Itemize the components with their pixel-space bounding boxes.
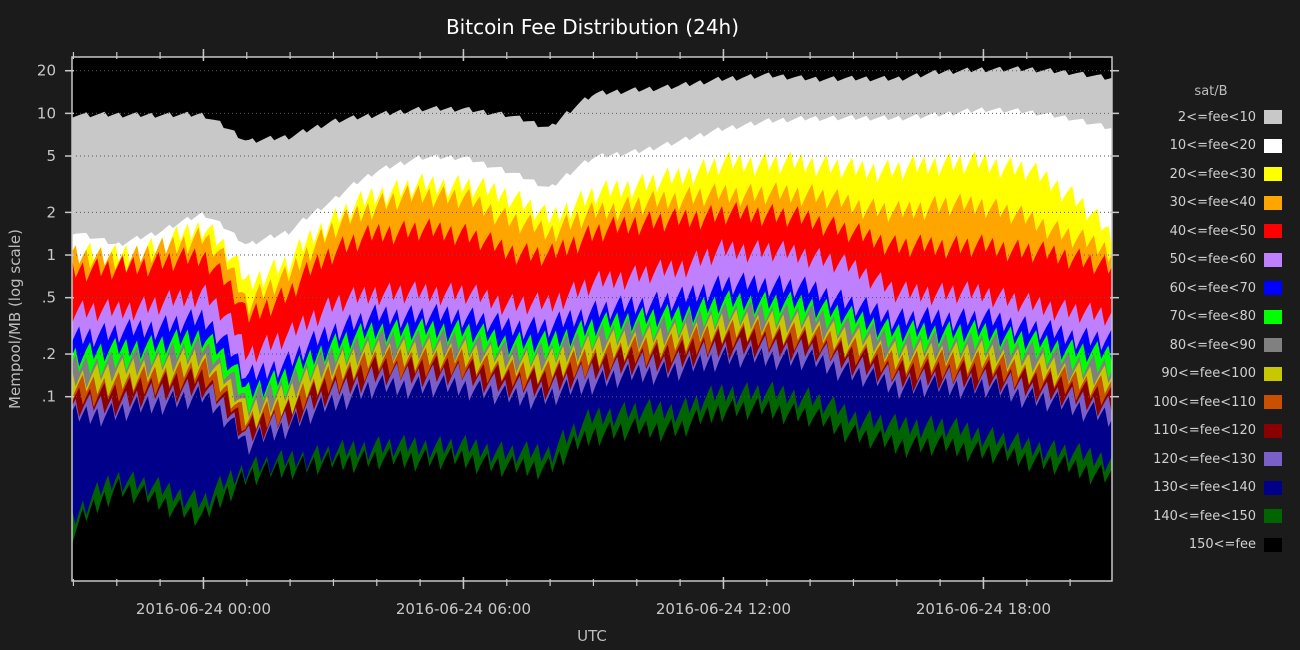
legend-item: 80<=fee<90	[1150, 331, 1282, 360]
plot-frame	[71, 56, 1113, 582]
legend: sat/B 2<=fee<10 10<=fee<20 20<=fee<30 30<=f…	[1150, 84, 1290, 559]
legend-item: 60<=fee<70	[1150, 274, 1282, 303]
legend-item: 30<=fee<40	[1150, 189, 1282, 218]
legend-swatch	[1264, 138, 1282, 153]
legend-label: 10<=fee<20	[1169, 138, 1256, 154]
legend-label: 30<=fee<40	[1169, 195, 1256, 211]
series-areas	[72, 66, 1112, 582]
x-tick-label: 2016-06-24 12:00	[656, 600, 791, 618]
gridlines	[72, 70, 1112, 398]
legend-item: 110<=fee<120	[1150, 417, 1282, 446]
x-axis: 2016-06-24 00:00 2016-06-24 06:00 2016-06-…	[72, 49, 1071, 618]
legend-item: 100<=fee<110	[1150, 388, 1282, 417]
legend-item: 10<=fee<20	[1150, 132, 1282, 161]
legend-item: 2<=fee<10	[1150, 103, 1282, 132]
legend-label: 60<=fee<70	[1169, 280, 1256, 296]
legend-swatch	[1264, 195, 1282, 210]
legend-item: 90<=fee<100	[1150, 360, 1282, 389]
legend-item: 50<=fee<60	[1150, 246, 1282, 275]
legend-swatch	[1264, 281, 1282, 296]
legend-item: 140<=fee<150	[1150, 502, 1282, 531]
legend-item: 70<=fee<80	[1150, 303, 1282, 332]
legend-label: 20<=fee<30	[1169, 166, 1256, 182]
x-axis-label: UTC	[577, 627, 607, 645]
y-tick-label: .2	[42, 345, 56, 363]
legend-label: 40<=fee<50	[1169, 223, 1256, 239]
legend-swatch	[1264, 509, 1282, 524]
legend-swatch	[1264, 309, 1282, 324]
legend-label: 70<=fee<80	[1169, 309, 1256, 325]
y-axis-label: Mempool/MB (log scale)	[6, 229, 24, 409]
legend-swatch	[1264, 366, 1282, 381]
y-tick-label: 5	[46, 147, 56, 165]
legend-swatch	[1264, 452, 1282, 467]
y-tick-label: .5	[42, 289, 56, 307]
legend-item: 20<=fee<30	[1150, 160, 1282, 189]
legend-swatch	[1264, 480, 1282, 495]
y-axis: .1 .2 .5 1 2 5 10 20	[37, 62, 1119, 406]
legend-label: 90<=fee<100	[1161, 366, 1256, 382]
y-tick-label: 20	[37, 62, 56, 80]
legend-label: 80<=fee<90	[1169, 337, 1256, 353]
legend-swatch	[1264, 110, 1282, 125]
y-tick-label: 2	[46, 203, 56, 221]
legend-item: 40<=fee<50	[1150, 217, 1282, 246]
legend-item: 120<=fee<130	[1150, 445, 1282, 474]
legend-swatch	[1264, 338, 1282, 353]
legend-label: 150<=fee	[1188, 537, 1256, 553]
legend-label: 140<=fee<150	[1153, 508, 1256, 524]
legend-swatch	[1264, 423, 1282, 438]
series-area-15	[72, 397, 1112, 581]
legend-swatch	[1264, 252, 1282, 267]
legend-title: sat/B	[1194, 84, 1228, 99]
y-tick-label: 1	[46, 246, 56, 264]
legend-swatch	[1264, 537, 1282, 552]
chart-title: Bitcoin Fee Distribution (24h)	[445, 15, 740, 39]
legend-label: 110<=fee<120	[1153, 423, 1256, 439]
legend-item: 130<=fee<140	[1150, 474, 1282, 503]
y-tick-label: .1	[42, 388, 56, 406]
x-tick-label: 2016-06-24 06:00	[396, 600, 531, 618]
legend-label: 130<=fee<140	[1153, 480, 1256, 496]
legend-swatch	[1264, 167, 1282, 182]
y-tick-label: 10	[37, 104, 56, 122]
legend-label: 120<=fee<130	[1153, 451, 1256, 467]
legend-label: 50<=fee<60	[1169, 252, 1256, 268]
legend-label: 2<=fee<10	[1177, 109, 1256, 125]
legend-item: 150<=fee	[1150, 531, 1282, 560]
legend-items: 2<=fee<10 10<=fee<20 20<=fee<30 30<=fee<40 4…	[1150, 103, 1290, 559]
legend-label: 100<=fee<110	[1153, 394, 1256, 410]
x-tick-label: 2016-06-24 18:00	[916, 600, 1051, 618]
x-tick-label: 2016-06-24 00:00	[136, 600, 271, 618]
legend-swatch	[1264, 224, 1282, 239]
legend-swatch	[1264, 395, 1282, 410]
